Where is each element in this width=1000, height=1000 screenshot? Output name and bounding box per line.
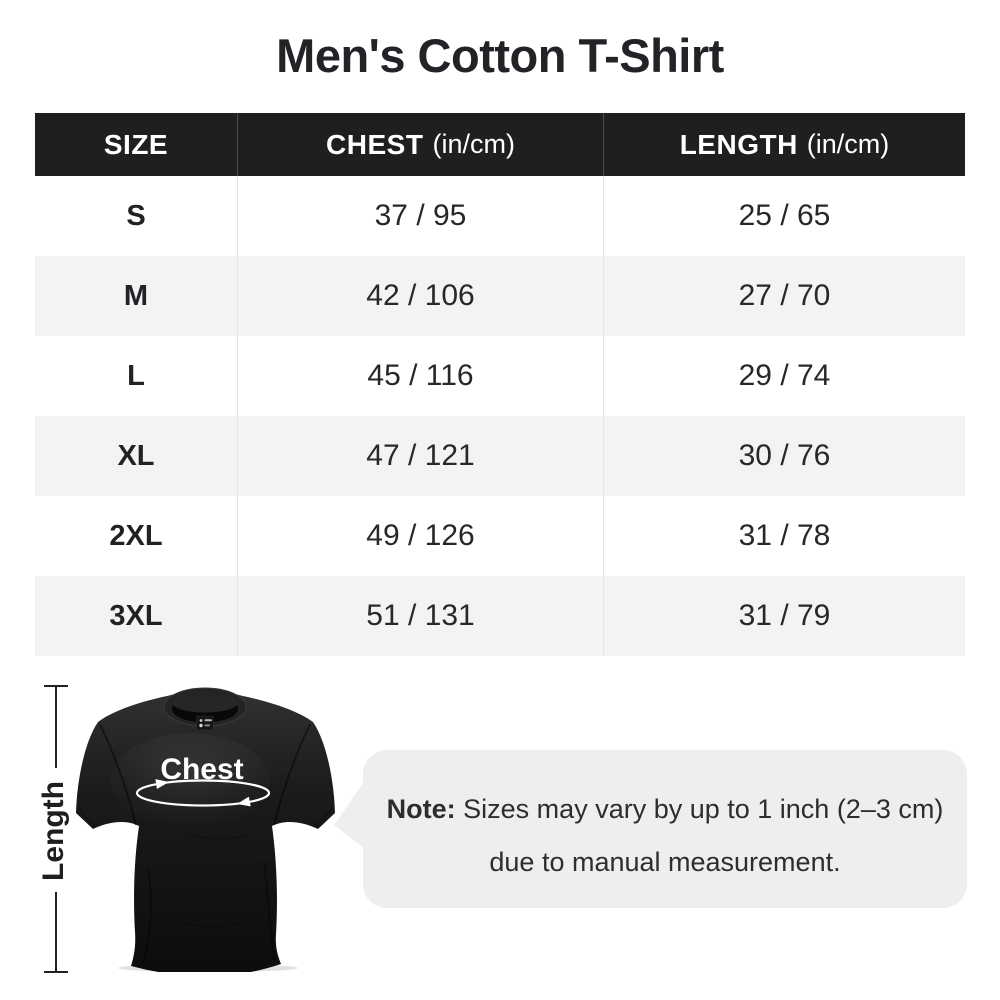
chest-cell: 49 / 126	[237, 496, 603, 576]
table-row: XL 47 / 121 30 / 76	[35, 416, 965, 496]
note-prefix: Note:	[386, 794, 456, 824]
column-label: SIZE	[103, 128, 169, 160]
length-cell: 30 / 76	[603, 416, 965, 496]
size-cell: 2XL	[109, 519, 163, 552]
length-line-lower-segment	[55, 892, 57, 972]
size-table: SIZE CHEST (in/cm) LENGTH (in/cm) S 37 /…	[35, 113, 965, 656]
note-line-1: Note: Sizes may vary by up to 1 inch (2–…	[363, 783, 967, 836]
column-unit: (in/cm)	[432, 129, 515, 159]
chest-cell: 37 / 95	[237, 176, 603, 256]
chest-measure-ellipse	[135, 779, 271, 807]
table-row: S 37 / 95 25 / 65	[35, 176, 965, 256]
size-cell: L	[127, 359, 145, 392]
length-label: Length	[37, 781, 70, 881]
table-row: 3XL 51 / 131 31 / 79	[35, 576, 965, 656]
tshirt-illustration: Chest	[76, 687, 335, 972]
table-row: L 45 / 116 29 / 74	[35, 336, 965, 416]
chest-cell: 45 / 116	[237, 336, 603, 416]
length-cell: 29 / 74	[603, 336, 965, 416]
column-unit: (in/cm)	[806, 129, 890, 159]
length-cell: 31 / 78	[603, 496, 965, 576]
length-line-bottom-cap	[44, 971, 68, 973]
note-line1-text: Sizes may vary by up to 1 inch (2–3 cm)	[455, 794, 944, 824]
chest-cell: 51 / 131	[237, 576, 603, 656]
header-cell-length: LENGTH (in/cm)	[603, 113, 965, 176]
chest-arrow-right-icon	[155, 779, 169, 789]
length-line-upper-segment	[55, 686, 57, 768]
chest-cell: 42 / 106	[237, 256, 603, 336]
length-cell: 27 / 70	[603, 256, 965, 336]
length-cell: 31 / 79	[603, 576, 965, 656]
table-body: S 37 / 95 25 / 65 M 42 / 106 27 / 70 L 4…	[35, 176, 965, 656]
note-line-2: due to manual measurement.	[489, 847, 841, 877]
table-header-row: SIZE CHEST (in/cm) LENGTH (in/cm)	[35, 113, 965, 176]
header-cell-chest: CHEST (in/cm)	[237, 113, 603, 176]
size-cell: XL	[117, 439, 155, 472]
shirt-seams	[78, 723, 333, 963]
column-label: CHEST	[326, 128, 424, 160]
column-label: LENGTH	[679, 128, 798, 160]
note-bubble: Note: Sizes may vary by up to 1 inch (2–…	[334, 750, 967, 908]
tshirt-body	[76, 690, 335, 972]
size-cell: 3XL	[109, 599, 163, 632]
chest-arrow-left-icon	[237, 796, 251, 807]
table-row: 2XL 49 / 126 31 / 78	[35, 496, 965, 576]
note-bubble-tail	[334, 782, 364, 848]
table-row: M 42 / 106 27 / 70	[35, 256, 965, 336]
chest-cell: 47 / 121	[237, 416, 603, 496]
collar-inner-back	[173, 694, 237, 713]
size-cell: M	[123, 279, 149, 312]
brand-label	[196, 715, 214, 731]
header-cell-size: SIZE	[35, 113, 237, 176]
size-cell: S	[126, 199, 146, 232]
length-cell: 25 / 65	[603, 176, 965, 256]
page-title: Men's Cotton T-Shirt	[276, 29, 724, 82]
